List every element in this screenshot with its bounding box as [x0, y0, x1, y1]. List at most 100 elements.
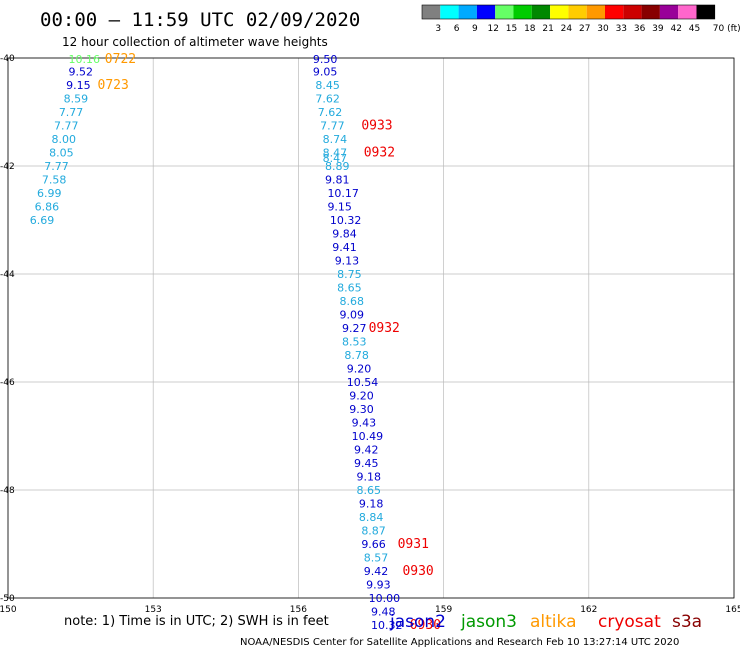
swh-label: 9.20 [349, 390, 374, 403]
colorbar-swatch [659, 5, 679, 19]
swh-label: 6.99 [37, 187, 62, 200]
swh-label: 10.49 [352, 430, 384, 443]
swh-label: 9.05 [313, 66, 338, 79]
swh-label: 8.74 [323, 133, 348, 146]
swh-label: 8.78 [344, 349, 369, 362]
swh-label: 8.65 [337, 282, 362, 295]
swh-label: 8.05 [49, 147, 74, 160]
swh-label: 9.27 [342, 322, 367, 335]
legend-s3a: s3a [672, 612, 702, 632]
y-tick-label: -46 [0, 378, 15, 388]
colorbar-swatch [440, 5, 459, 19]
swh-label: 9.66 [361, 538, 386, 551]
swh-label: 8.87 [361, 525, 386, 538]
colorbar-swatch [531, 5, 551, 19]
time-label: 0723 [98, 78, 129, 93]
time-label: 0930 [402, 564, 433, 579]
legend-jason2: jason2 [389, 612, 446, 632]
legend-jason3: jason3 [460, 612, 517, 632]
colorbar-label: 9 [472, 24, 478, 34]
swh-label: 10.16 [69, 53, 101, 66]
swh-label: 7.77 [59, 106, 84, 119]
note-text: note: 1) Time is in UTC; 2) SWH is in fe… [64, 614, 329, 629]
colorbar-label: 21 [542, 24, 553, 34]
swh-label: 9.30 [349, 403, 374, 416]
colorbar-label: 3 [435, 24, 441, 34]
swh-label: 9.18 [359, 498, 384, 511]
swh-label: 7.77 [320, 120, 345, 133]
colorbar-label: 33 [616, 24, 627, 34]
swh-label: 8.84 [359, 511, 384, 524]
swh-label: 9.52 [69, 66, 94, 79]
y-tick-label: -50 [0, 594, 15, 604]
legend-cryosat: cryosat [598, 612, 661, 632]
colorbar-label: 45 [689, 24, 700, 34]
footer-text: NOAA/NESDIS Center for Satellite Applica… [240, 637, 679, 648]
swh-label: 7.62 [318, 106, 343, 119]
y-tick-label: -44 [0, 270, 15, 280]
colorbar-label: 15 [506, 24, 517, 34]
y-tick-label: -48 [0, 486, 15, 496]
swh-label: 9.15 [66, 79, 91, 92]
swh-label: 9.45 [354, 457, 379, 470]
swh-label: 8.57 [364, 552, 389, 565]
x-tick-label: 165 [725, 605, 740, 615]
swh-label: 9.42 [364, 565, 389, 578]
colorbar-label: 39 [652, 24, 664, 34]
colorbar-swatch [641, 5, 660, 19]
colorbar-swatch [586, 5, 605, 19]
colorbar-label: 24 [561, 24, 573, 34]
colorbar-swatch [678, 5, 697, 19]
colorbar-label: 36 [634, 24, 646, 34]
swh-label: 8.89 [325, 160, 350, 173]
colorbar-label: 30 [597, 24, 609, 34]
swh-label: 7.58 [42, 174, 67, 187]
legend-altika: altika [530, 612, 577, 632]
plot-border [7, 57, 735, 599]
time-label: 0932 [369, 321, 400, 336]
swh-label: 8.68 [340, 295, 365, 308]
swh-label: 8.00 [52, 133, 76, 146]
x-tick-label: 156 [290, 605, 307, 615]
x-tick-label: 162 [580, 605, 597, 615]
chart-title: 00:00 – 11:59 UTC 02/09/2020 [40, 9, 360, 31]
colorbar-swatch [495, 5, 514, 19]
swh-label: 8.75 [337, 268, 362, 281]
colorbar-label: 70 (ft) [713, 24, 740, 34]
swh-label: 9.48 [371, 606, 396, 619]
colorbar-label: 18 [524, 24, 536, 34]
swh-label: 8.47 [323, 147, 348, 160]
x-tick-label: 153 [145, 605, 162, 615]
time-label: 0933 [361, 119, 392, 134]
swh-label: 9.81 [325, 174, 350, 187]
swh-label: 7.62 [315, 93, 340, 106]
swh-label: 9.13 [335, 255, 360, 268]
time-label: 0931 [398, 537, 429, 552]
colorbar-label: 42 [670, 24, 681, 34]
colorbar-swatch [550, 5, 569, 19]
swh-label: 9.15 [327, 201, 352, 214]
colorbar-swatch [422, 5, 441, 19]
colorbar-label: 6 [454, 24, 460, 34]
swh-label: 7.77 [44, 160, 69, 173]
time-label: 0932 [364, 146, 395, 161]
swh-label: 8.47 [323, 152, 348, 165]
y-tick-label: -40 [0, 54, 15, 64]
colorbar: 3 6 9 12 15 18 21 24 27 30 33 36 39 42 45 70 (ft) [421, 4, 740, 34]
x-tick-label: 150 [0, 605, 17, 615]
swh-label: 10.32 [371, 619, 403, 632]
colorbar-border [421, 4, 716, 20]
swh-label: 9.43 [352, 417, 377, 430]
swh-label: 9.09 [340, 309, 365, 322]
swh-label: 9.41 [332, 241, 357, 254]
swh-label: 9.20 [347, 363, 372, 376]
colorbar-swatch [696, 5, 715, 19]
swh-label: 8.45 [315, 79, 340, 92]
swh-label: 10.32 [330, 214, 362, 227]
swh-label: 9.84 [332, 228, 357, 241]
swh-label: 9.18 [356, 471, 381, 484]
colorbar-swatch [568, 5, 587, 19]
plot-area: 150 153 156 159 162 165 -40 -42 -44 -46 -48 -50 10.1… [0, 52, 740, 633]
swh-label: 9.42 [354, 444, 379, 457]
